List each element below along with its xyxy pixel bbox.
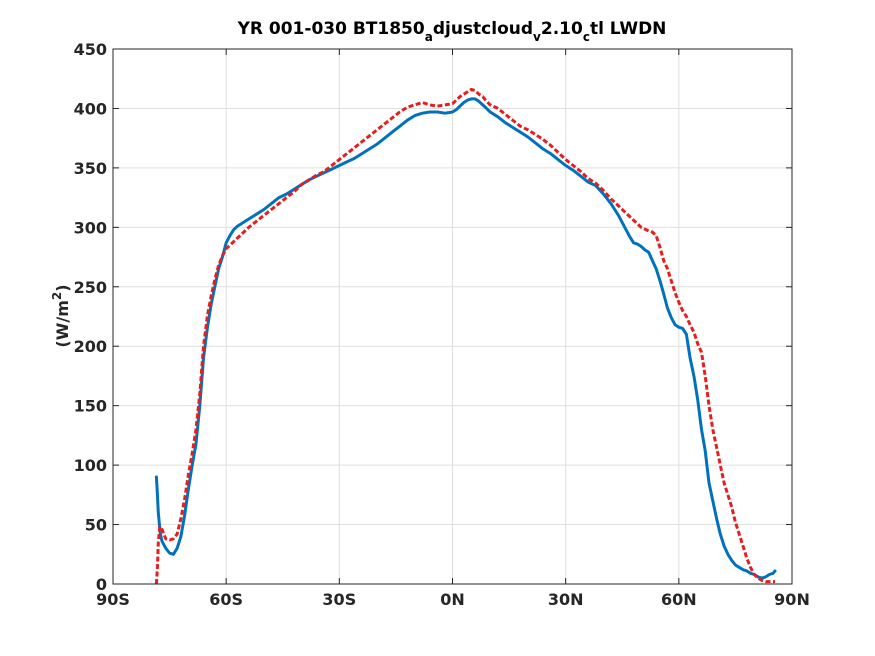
y-axis-label: (W/m2) [50, 284, 72, 347]
y-tick-label: 150 [74, 397, 107, 416]
series-line-2 [154, 87, 775, 585]
y-tick-label: 100 [74, 456, 107, 475]
x-tick-label: 60N [661, 590, 697, 609]
y-tick-label: 350 [74, 159, 107, 178]
axis-ticks: 0 50 100 150 200 250 300 350 400 450 90S 60S 30S 0N 30… [74, 40, 810, 609]
y-tick-label: 400 [74, 99, 107, 118]
x-tick-label: 60S [209, 590, 243, 609]
y-tick-label: 200 [74, 337, 107, 356]
x-tick-label: 30S [322, 590, 356, 609]
chart-title: YR 001-030 BT1850adjustcloudv2.10ctl LWD… [237, 19, 667, 44]
x-tick-label: 90N [774, 590, 810, 609]
y-tick-label: 250 [74, 278, 107, 297]
y-tick-label: 300 [74, 218, 107, 237]
y-tick-label: 0 [96, 575, 107, 594]
x-tick-label: 30N [548, 590, 584, 609]
plot-area [154, 87, 777, 585]
y-tick-label: 450 [74, 40, 107, 59]
y-tick-label: 50 [85, 516, 107, 535]
x-tick-label: 0N [440, 590, 465, 609]
x-tick-label: 90S [96, 590, 130, 609]
